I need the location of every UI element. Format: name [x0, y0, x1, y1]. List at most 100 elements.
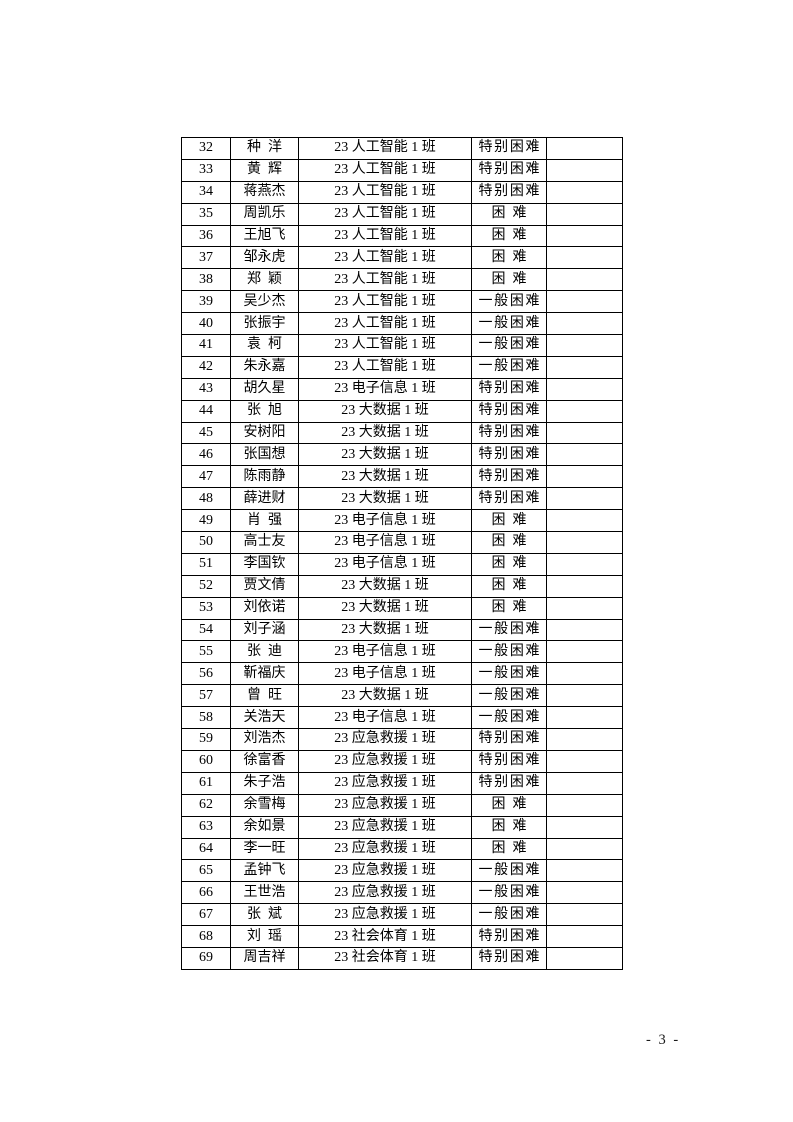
cell-note-empty — [546, 859, 623, 883]
cell-note-empty — [546, 531, 623, 554]
cell-student-name: 郑颖 — [230, 268, 299, 292]
cell-note-empty — [546, 180, 623, 204]
cell-difficulty-level: 一般困难 — [471, 355, 547, 379]
cell-student-name: 徐富香 — [230, 749, 299, 773]
cell-note-empty — [546, 137, 623, 160]
cell-difficulty-level: 特别困难 — [471, 377, 547, 401]
cell-difficulty-level: 一般困难 — [471, 706, 547, 730]
cell-row-number: 34 — [181, 180, 231, 204]
cell-difficulty-level: 特别困难 — [471, 925, 547, 948]
table-row: 68 刘瑶 23 社会体育 1 班特别困难 — [181, 925, 623, 948]
cell-note-empty — [546, 399, 623, 423]
cell-difficulty-level: 一般困难 — [471, 859, 547, 883]
table-row: 39 吴少杰 23 人工智能 1 班一般困难 — [181, 290, 623, 314]
cell-difficulty-level: 困难 — [471, 815, 547, 839]
cell-note-empty — [546, 946, 623, 970]
cell-note-empty — [546, 618, 623, 642]
table-row: 54 刘子涵 23 大数据 1 班一般困难 — [181, 618, 623, 642]
table-row: 66 王世浩 23 应急救援 1 班一般困难 — [181, 881, 623, 905]
cell-row-number: 58 — [181, 706, 231, 730]
cell-class-name: 23 电子信息 1 班 — [298, 509, 472, 533]
cell-class-name: 23 人工智能 1 班 — [298, 224, 472, 248]
cell-row-number: 64 — [181, 837, 231, 861]
table-row: 44 张旭 23 大数据 1 班特别困难 — [181, 399, 623, 423]
cell-row-number: 37 — [181, 246, 231, 270]
cell-difficulty-level: 困难 — [471, 552, 547, 576]
cell-student-name: 朱永嘉 — [230, 355, 299, 379]
cell-row-number: 47 — [181, 465, 231, 489]
cell-row-number: 54 — [181, 618, 231, 642]
cell-student-name: 余如景 — [230, 815, 299, 839]
cell-student-name: 王旭飞 — [230, 224, 299, 248]
cell-student-name: 周凯乐 — [230, 202, 299, 226]
cell-difficulty-level: 特别困难 — [471, 399, 547, 423]
cell-class-name: 23 应急救援 1 班 — [298, 749, 472, 773]
table-row: 52 贾文倩 23 大数据 1 班困难 — [181, 574, 623, 598]
cell-class-name: 23 社会体育 1 班 — [298, 946, 472, 970]
cell-difficulty-level: 特别困难 — [471, 137, 547, 160]
table-row: 43 胡久星 23 电子信息 1 班特别困难 — [181, 377, 623, 401]
cell-student-name: 关浩天 — [230, 706, 299, 730]
cell-note-empty — [546, 334, 623, 357]
cell-student-name: 李一旺 — [230, 837, 299, 861]
cell-difficulty-level: 困难 — [471, 596, 547, 620]
table-row: 45 安树阳 23 大数据 1 班特别困难 — [181, 421, 623, 445]
cell-row-number: 62 — [181, 793, 231, 817]
cell-row-number: 52 — [181, 574, 231, 598]
cell-class-name: 23 应急救援 1 班 — [298, 881, 472, 905]
cell-difficulty-level: 困难 — [471, 837, 547, 861]
cell-row-number: 41 — [181, 334, 231, 357]
cell-note-empty — [546, 837, 623, 861]
cell-difficulty-level: 特别困难 — [471, 158, 547, 182]
cell-student-name: 吴少杰 — [230, 290, 299, 314]
cell-difficulty-level: 困难 — [471, 574, 547, 598]
cell-class-name: 23 电子信息 1 班 — [298, 531, 472, 554]
cell-class-name: 23 应急救援 1 班 — [298, 859, 472, 883]
cell-row-number: 42 — [181, 355, 231, 379]
cell-class-name: 23 大数据 1 班 — [298, 421, 472, 445]
table-row: 60 徐富香 23 应急救援 1 班特别困难 — [181, 749, 623, 773]
cell-student-name: 安树阳 — [230, 421, 299, 445]
table-row: 64 李一旺 23 应急救援 1 班困难 — [181, 837, 623, 861]
cell-row-number: 59 — [181, 728, 231, 751]
roster-body: 32 种洋 23 人工智能 1 班特别困难 33 黄辉 23 人工智能 1 班特别困难 34… — [181, 137, 623, 970]
cell-note-empty — [546, 903, 623, 927]
cell-difficulty-level: 一般困难 — [471, 290, 547, 314]
student-roster-table: 32 种洋 23 人工智能 1 班特别困难 33 黄辉 23 人工智能 1 班特别困难 34… — [181, 137, 623, 970]
table-row: 38 郑颖 23 人工智能 1 班困难 — [181, 268, 623, 292]
cell-difficulty-level: 一般困难 — [471, 618, 547, 642]
table-row: 59 刘浩杰 23 应急救援 1 班特别困难 — [181, 728, 623, 751]
cell-row-number: 32 — [181, 137, 231, 160]
table-row: 46 张国想 23 大数据 1 班特别困难 — [181, 443, 623, 467]
table-row: 63 余如景 23 应急救援 1 班困难 — [181, 815, 623, 839]
cell-student-name: 曾旺 — [230, 684, 299, 708]
cell-class-name: 23 大数据 1 班 — [298, 618, 472, 642]
cell-row-number: 53 — [181, 596, 231, 620]
cell-difficulty-level: 特别困难 — [471, 771, 547, 795]
cell-student-name: 张振宇 — [230, 312, 299, 336]
cell-difficulty-level: 一般困难 — [471, 640, 547, 664]
table-row: 32 种洋 23 人工智能 1 班特别困难 — [181, 137, 623, 160]
cell-class-name: 23 人工智能 1 班 — [298, 312, 472, 336]
table-row: 37 邹永虎 23 人工智能 1 班困难 — [181, 246, 623, 270]
cell-difficulty-level: 特别困难 — [471, 946, 547, 970]
table-row: 65 孟钟飞 23 应急救援 1 班一般困难 — [181, 859, 623, 883]
table-row: 41 袁柯 23 人工智能 1 班一般困难 — [181, 334, 623, 357]
cell-row-number: 38 — [181, 268, 231, 292]
cell-note-empty — [546, 202, 623, 226]
cell-class-name: 23 电子信息 1 班 — [298, 552, 472, 576]
cell-difficulty-level: 特别困难 — [471, 749, 547, 773]
cell-student-name: 胡久星 — [230, 377, 299, 401]
table-row: 42 朱永嘉 23 人工智能 1 班一般困难 — [181, 355, 623, 379]
cell-student-name: 刘瑶 — [230, 925, 299, 948]
table-row: 69 周吉祥 23 社会体育 1 班特别困难 — [181, 946, 623, 970]
cell-student-name: 王世浩 — [230, 881, 299, 905]
cell-note-empty — [546, 881, 623, 905]
cell-difficulty-level: 特别困难 — [471, 728, 547, 751]
cell-row-number: 36 — [181, 224, 231, 248]
cell-difficulty-level: 一般困难 — [471, 662, 547, 686]
cell-note-empty — [546, 312, 623, 336]
cell-student-name: 李国钦 — [230, 552, 299, 576]
table-row: 40 张振宇 23 人工智能 1 班一般困难 — [181, 312, 623, 336]
